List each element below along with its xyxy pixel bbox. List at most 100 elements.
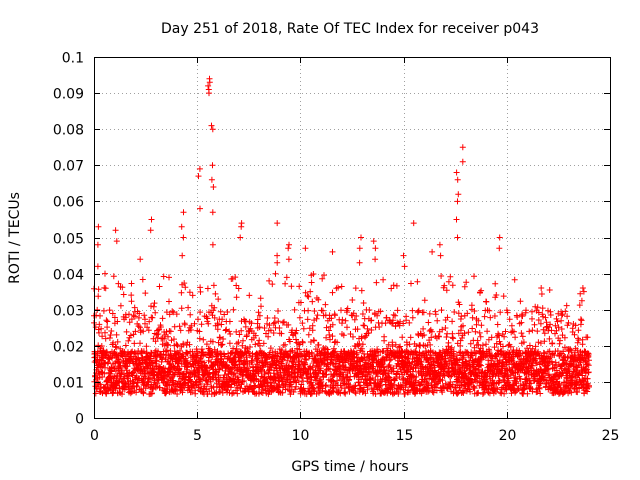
data-point xyxy=(449,318,456,325)
data-point xyxy=(149,314,156,321)
data-point xyxy=(198,321,205,328)
data-point xyxy=(126,319,133,326)
data-point xyxy=(281,318,287,325)
data-point xyxy=(131,340,138,347)
data-point xyxy=(359,341,366,348)
data-point xyxy=(483,341,489,348)
peak-point xyxy=(496,245,503,252)
data-point xyxy=(406,319,413,326)
data-point xyxy=(217,334,223,341)
data-point xyxy=(178,289,185,296)
peak-point xyxy=(208,176,215,183)
data-point xyxy=(109,310,116,317)
peak-point xyxy=(196,165,203,172)
data-point xyxy=(408,280,414,287)
data-point xyxy=(278,347,285,354)
data-point xyxy=(126,311,132,318)
data-point xyxy=(380,276,387,283)
peak-point xyxy=(205,86,212,93)
data-point xyxy=(239,372,246,379)
data-point xyxy=(221,385,228,392)
data-point xyxy=(205,320,212,327)
data-point xyxy=(242,318,249,325)
data-point xyxy=(358,333,365,340)
peak-point xyxy=(459,158,466,165)
data-point xyxy=(387,364,394,371)
data-point xyxy=(143,343,150,350)
data-point xyxy=(296,314,303,321)
data-point xyxy=(285,321,292,328)
data-point xyxy=(206,373,213,380)
data-point xyxy=(438,307,445,314)
data-point xyxy=(293,327,300,334)
data-point xyxy=(338,283,345,290)
data-point xyxy=(204,315,211,322)
data-point xyxy=(329,333,336,340)
data-point xyxy=(170,309,177,316)
data-point xyxy=(102,285,109,292)
data-point xyxy=(338,307,344,314)
data-point xyxy=(104,324,111,331)
data-point xyxy=(577,321,584,328)
data-point xyxy=(159,315,166,322)
data-point xyxy=(252,341,259,348)
data-point xyxy=(303,357,310,363)
peak-point xyxy=(285,245,292,252)
data-point xyxy=(247,344,253,350)
data-point xyxy=(512,334,519,341)
data-point xyxy=(173,311,180,318)
data-point xyxy=(394,307,401,314)
data-point xyxy=(122,380,129,387)
data-point xyxy=(472,328,479,335)
data-point xyxy=(187,378,194,384)
data-point xyxy=(526,342,533,349)
data-point xyxy=(344,305,351,312)
data-point xyxy=(269,281,276,288)
data-point xyxy=(547,312,554,318)
data-point xyxy=(311,308,318,314)
data-point xyxy=(166,298,172,305)
data-point xyxy=(148,303,154,310)
data-point xyxy=(399,334,406,341)
data-point xyxy=(483,298,490,305)
data-point xyxy=(392,341,399,348)
data-point xyxy=(465,329,472,336)
data-point xyxy=(287,338,293,345)
data-point xyxy=(258,303,264,310)
data-point xyxy=(129,380,136,387)
data-point xyxy=(99,333,106,340)
y-tick-label: 0.01 xyxy=(53,376,84,392)
data-point xyxy=(381,337,388,344)
data-point xyxy=(104,318,111,325)
data-point xyxy=(424,355,431,362)
data-point xyxy=(114,318,121,325)
data-point xyxy=(189,292,196,299)
data-point xyxy=(256,342,263,349)
data-point xyxy=(176,365,183,372)
data-point xyxy=(117,302,124,309)
data-point xyxy=(140,390,147,397)
data-point xyxy=(163,347,170,354)
peak-point xyxy=(453,216,460,223)
data-point xyxy=(403,313,410,320)
data-point xyxy=(119,284,126,291)
peak-point xyxy=(208,122,215,129)
y-tick-label: 0.06 xyxy=(53,195,84,211)
peak-point xyxy=(372,245,379,252)
data-point xyxy=(438,273,445,279)
data-point xyxy=(128,292,135,299)
data-point xyxy=(191,320,198,327)
data-point xyxy=(232,387,239,394)
data-point xyxy=(226,328,233,335)
data-point xyxy=(282,341,289,348)
data-point xyxy=(283,274,290,281)
data-point xyxy=(219,341,226,348)
data-point xyxy=(409,314,416,321)
peak-point xyxy=(274,220,281,227)
data-point xyxy=(340,332,347,339)
data-point xyxy=(113,344,120,351)
data-point xyxy=(173,341,180,348)
data-point xyxy=(385,370,392,377)
peak-point xyxy=(372,256,379,263)
data-point xyxy=(397,318,404,325)
